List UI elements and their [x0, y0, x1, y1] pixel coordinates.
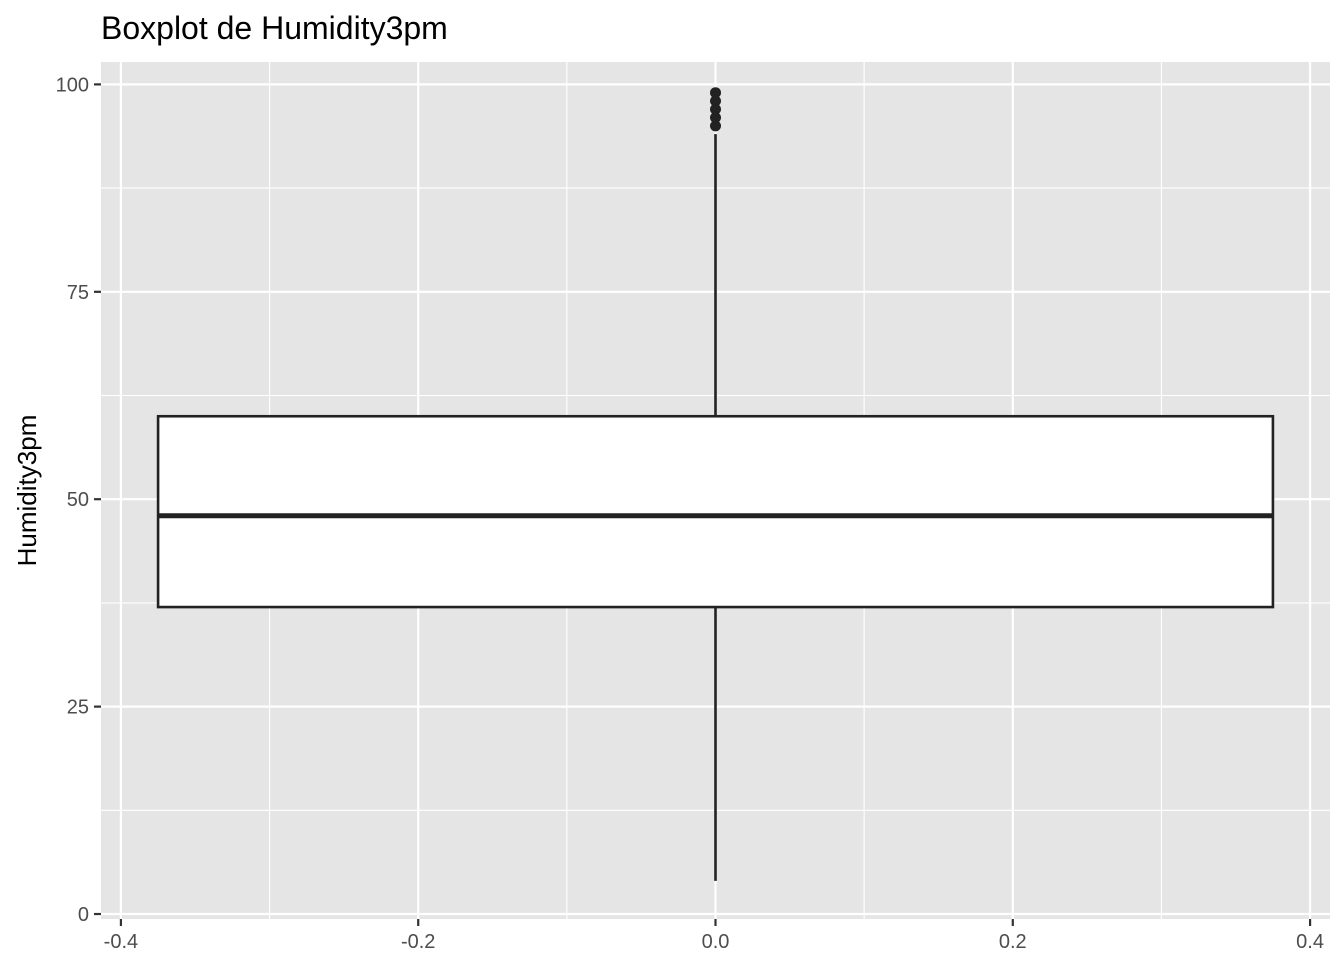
outlier-point — [710, 120, 721, 132]
outlier-point — [710, 103, 721, 115]
y-tick-label: 25 — [67, 697, 89, 719]
y-tick-label: 100 — [56, 74, 89, 96]
outlier-point — [710, 112, 721, 124]
x-tick-label: 0.0 — [702, 931, 730, 953]
x-tick-label: 0.2 — [999, 931, 1027, 953]
x-tick-label: -0.2 — [401, 931, 435, 953]
x-axis: -0.4 -0.2 0.0 0.2 0.4 — [104, 919, 1324, 953]
y-axis: 0 25 50 75 100 — [56, 74, 101, 926]
chart-title: Boxplot de Humidity3pm — [101, 10, 448, 46]
boxplot-layer — [156, 87, 1275, 881]
y-tick-label: 75 — [67, 282, 89, 304]
iqr-box — [156, 414, 1275, 609]
y-tick-label: 0 — [78, 904, 89, 926]
y-axis-title: Humidity3pm — [12, 415, 42, 567]
outlier-point — [710, 87, 721, 99]
x-tick-label: -0.4 — [104, 931, 138, 953]
x-tick-label: 0.4 — [1296, 931, 1324, 953]
y-tick-label: 50 — [67, 489, 89, 511]
outlier-point — [710, 95, 721, 107]
